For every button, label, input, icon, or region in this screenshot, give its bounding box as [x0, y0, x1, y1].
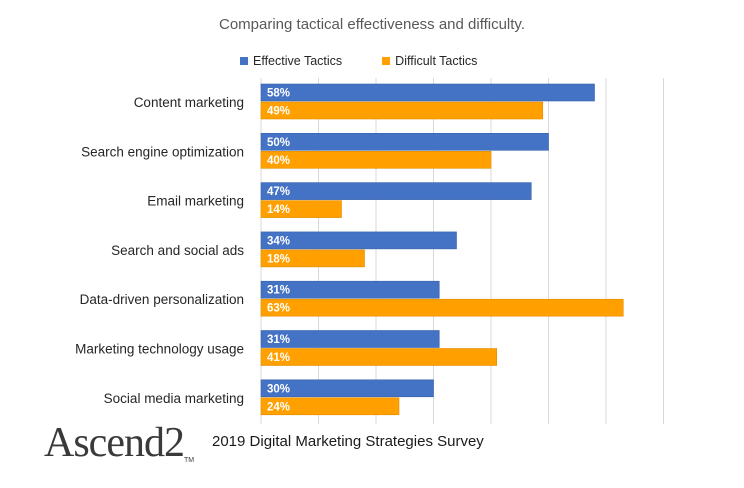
logo-text: Ascend2 [44, 420, 185, 466]
legend-item-effective: Effective Tactics [240, 54, 342, 68]
survey-source: 2019 Digital Marketing Strategies Survey [212, 433, 484, 450]
category-label: Search engine optimization [81, 144, 244, 159]
legend-label-effective: Effective Tactics [253, 54, 343, 68]
data-label: 40% [267, 155, 290, 167]
bar [260, 280, 440, 299]
data-label: 34% [267, 235, 290, 247]
legend-swatch-difficult [382, 57, 391, 65]
bar [260, 397, 400, 416]
data-label: 31% [267, 285, 290, 297]
bar [260, 200, 342, 218]
bar [260, 231, 457, 250]
data-label: 30% [267, 383, 290, 395]
category-label: Email marketing [147, 194, 244, 209]
category-label: Marketing technology usage [75, 342, 244, 357]
bar [260, 182, 532, 200]
data-label: 58% [267, 88, 290, 100]
data-label: 50% [267, 137, 290, 149]
bar [260, 348, 498, 366]
legend: Effective Tactics Difficult Tactics [240, 54, 517, 68]
data-label: 14% [267, 204, 290, 216]
bar [260, 133, 549, 151]
bar [260, 249, 365, 268]
data-label: 49% [267, 106, 290, 118]
bar [260, 298, 624, 317]
category-label: Social media marketing [104, 391, 244, 406]
category-label: Content marketing [134, 95, 244, 110]
logo-trademark: TM [183, 457, 195, 464]
data-label: 41% [267, 352, 290, 364]
data-label: 47% [267, 186, 290, 198]
bar [260, 379, 434, 398]
legend-label-difficult: Difficult Tactics [395, 54, 478, 68]
bar [260, 151, 492, 169]
bar [260, 101, 544, 120]
chart-title: Comparing tactical effectiveness and dif… [219, 16, 525, 33]
category-label: Data-driven personalization [80, 292, 244, 307]
data-label: 24% [267, 401, 290, 413]
ascend2-logo: Ascend2TM [44, 422, 194, 464]
legend-item-difficult: Difficult Tactics [382, 54, 477, 68]
data-label: 18% [267, 253, 290, 265]
data-label: 31% [267, 334, 290, 346]
bar [260, 330, 440, 348]
category-label: Search and social ads [111, 243, 244, 258]
bar [260, 83, 595, 102]
data-label: 63% [267, 303, 290, 315]
legend-swatch-effective [240, 57, 248, 65]
